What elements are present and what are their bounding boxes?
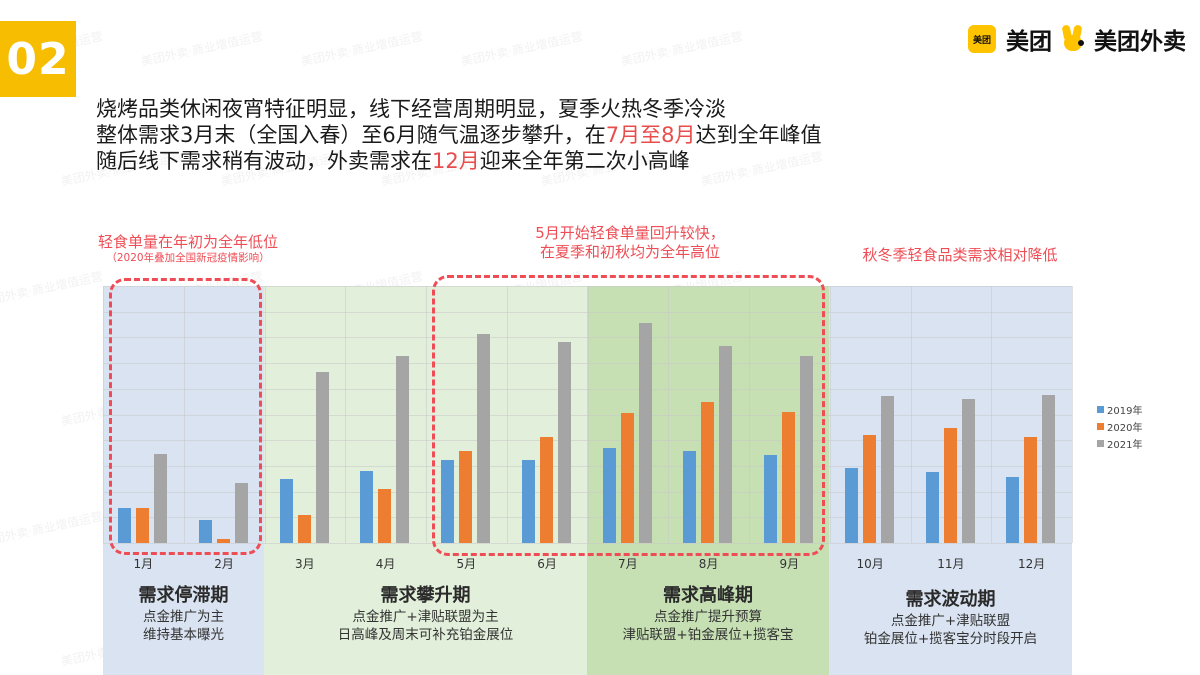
watermark-text: 美团外卖·商业增值运营 [300,29,425,69]
bar-2019年 [764,454,777,543]
column-divider [183,286,185,543]
column-divider [829,286,831,543]
legend-swatch-icon [1097,440,1104,447]
legend-item: 2019年 [1097,401,1142,418]
kangaroo-icon [1061,24,1084,53]
month-label: 3月 [295,557,315,571]
bar-2021年 [880,396,894,543]
watermark-text: 美团外卖·商业增值运营 [140,29,265,69]
bar-2021年 [396,355,410,543]
phase-band-stagnation [103,286,264,675]
bar-2019年 [1006,476,1020,543]
bar-2020年 [297,515,311,543]
bar-2021年 [154,454,167,543]
phase-label-peak: 需求高峰期 点金推广提升预算 津贴联盟+铂金展位+揽客宝 [622,585,794,643]
highlight-december: 12月 [432,149,480,173]
headline-line-1: 烧烤品类休闲夜宵特征明显，线下经营周期明显，夏季火热冬季冷淡 [96,97,726,121]
highlight-box-early-year [109,278,262,555]
column-divider [1072,286,1073,543]
column-divider [749,286,750,543]
watermark-text: 美团外卖·商业增值运营 [0,509,105,549]
bar-2021年 [638,323,652,543]
legend-swatch-icon [1097,423,1104,430]
bar-2021年 [719,345,733,543]
meituan-waimai-logo-text: 美团外卖 [1094,29,1186,55]
month-label: 8月 [698,557,719,571]
column-divider [506,286,508,543]
column-divider [264,286,266,543]
chart-legend: 2019年 2020年 2021年 [1097,401,1142,452]
bar-2020年 [539,437,553,543]
column-divider [910,286,912,543]
month-label: 12月 [1017,557,1046,571]
annotation-autumn-winter-low: 秋冬季轻食品类需求相对降低 [862,246,1058,264]
plot-area [103,286,1073,544]
month-label: 6月 [537,557,557,571]
phase-label-rising: 需求攀升期 点金推广+津贴联盟为主 日高峰及周末可补充铂金展位 [337,585,514,643]
bar-2020年 [1024,437,1038,543]
month-label: 9月 [779,557,800,571]
column-divider [991,286,993,543]
highlight-box-summer [432,275,825,556]
bar-2020年 [862,435,876,543]
bar-2021年 [961,398,975,543]
bar-2021年 [1042,394,1056,543]
bar-2019年 [602,447,616,543]
month-label: 7月 [618,557,638,571]
bar-2021年 [557,341,571,543]
brand-logos: 美团 美团 美团外卖 [968,22,1186,56]
bar-2020年 [701,401,715,543]
month-label: 5月 [456,557,477,571]
watermark-text: 美团外卖·商业增值运营 [620,29,745,69]
bar-2019年 [279,479,293,543]
legend-swatch-icon [1097,406,1104,413]
bar-2019年 [441,459,454,543]
bar-2020年 [620,413,634,543]
bar-2019年 [198,519,212,543]
bar-2021年 [234,482,248,543]
column-divider [668,286,670,543]
legend-item: 2020年 [1097,418,1142,435]
bar-2021年 [800,355,813,543]
headline-line-2: 整体需求3月末（全国入春）至6月随气温逐步攀升，在7月至8月达到全年峰值 [96,123,822,147]
watermark-text: 美团外卖·商业增值运营 [460,29,585,69]
watermark-text: 美团外卖·商业增值运营 [0,269,105,309]
gridline [103,543,1072,544]
phase-label-fluctuation: 需求波动期 点金推广+津贴联盟 铂金展位+揽客宝分时段开启 [863,589,1038,647]
annotation-early-year-low: 轻食单量在年初为全年低位 （2020年叠加全国新冠疫情影响） [97,233,278,264]
bar-2020年 [216,538,230,543]
bar-2020年 [459,451,472,543]
section-number-badge: 02 [0,21,76,97]
bar-2020年 [943,427,957,543]
annotation-summer-high: 5月开始轻食单量回升较快， 在夏季和初秋均为全年高位 [535,224,725,261]
bar-2019年 [844,467,858,543]
meituan-logo-text: 美团 [1006,29,1052,55]
month-label: 2月 [214,557,234,571]
bar-2020年 [136,508,149,543]
bar-2020年 [378,488,392,543]
bar-2019年 [360,471,374,543]
monthly-demand-chart: 1月 2月 3月 4月 5月 6月 7月 8月 9月 10月 11月 12月 需求停滞期 点金推广为主… [103,286,1073,675]
month-label: 1月 [133,557,154,571]
bar-2019年 [118,508,131,543]
highlight-peak-months: 7月至8月 [605,123,696,147]
column-divider [345,286,347,543]
bar-2019年 [521,460,535,543]
column-divider [587,286,589,543]
legend-item: 2021年 [1097,435,1142,452]
bar-2021年 [315,372,329,543]
bar-2019年 [925,472,939,543]
column-divider [426,286,427,543]
column-divider [103,286,104,543]
bar-2020年 [782,411,795,543]
headline: 烧烤品类休闲夜宵特征明显，线下经营周期明显，夏季火热冬季冷淡 整体需求3月末（全… [96,96,821,174]
bar-2021年 [477,334,490,543]
month-label: 11月 [937,557,965,571]
headline-line-3: 随后线下需求稍有波动，外卖需求在12月迎来全年第二次小高峰 [96,149,690,173]
month-label: 10月 [856,557,884,571]
phase-label-stagnation: 需求停滞期 点金推广为主 维持基本曝光 [138,585,229,643]
month-label: 4月 [375,557,396,571]
meituan-app-icon: 美团 [968,25,996,53]
bar-2019年 [683,451,697,543]
